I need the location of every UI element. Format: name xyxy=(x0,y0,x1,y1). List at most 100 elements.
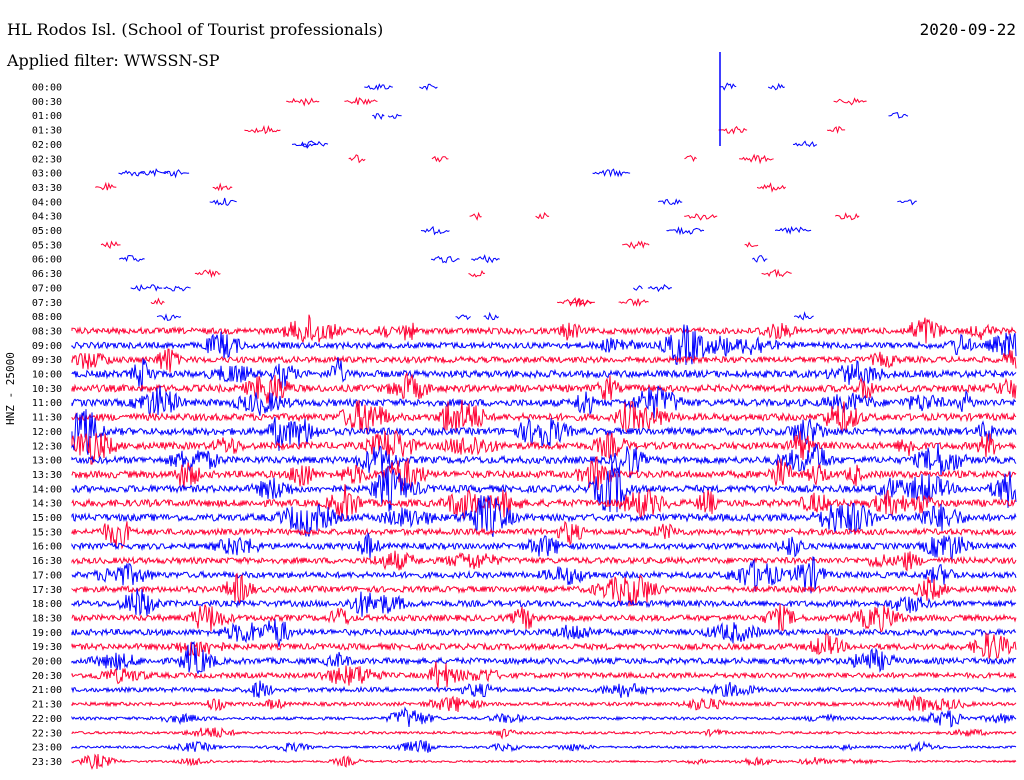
trace-row xyxy=(71,430,1017,465)
seismic-traces xyxy=(71,52,1017,770)
trace-burst xyxy=(244,125,281,135)
trace-burst xyxy=(897,199,917,206)
trace-burst xyxy=(212,182,233,192)
trace-row xyxy=(95,181,786,193)
trace-burst xyxy=(792,140,818,148)
trace-burst xyxy=(430,255,460,264)
trace-burst xyxy=(286,97,320,107)
trace-row xyxy=(71,640,1017,675)
trace-burst xyxy=(420,225,450,236)
time-tick-label: 07:30 xyxy=(32,298,62,309)
trace-burst xyxy=(739,153,774,165)
trace-burst xyxy=(888,112,909,119)
time-tick-label: 05:00 xyxy=(32,226,62,237)
time-tick-label: 02:30 xyxy=(32,154,62,165)
trace-burst xyxy=(455,314,471,321)
trace-row xyxy=(71,550,1017,572)
trace-burst xyxy=(744,241,759,248)
trace-row xyxy=(130,283,672,293)
trace-burst xyxy=(468,270,486,278)
trace-burst xyxy=(622,240,650,250)
time-tick-label: 18:00 xyxy=(32,599,62,610)
trace-row xyxy=(286,96,867,107)
trace-burst xyxy=(684,213,718,221)
time-tick-label: 23:30 xyxy=(32,757,62,768)
trace-burst xyxy=(150,297,165,306)
time-tick-label: 10:00 xyxy=(32,370,62,381)
trace-row xyxy=(71,372,1017,404)
time-tick-label: 03:30 xyxy=(32,183,62,194)
time-tick-label: 08:30 xyxy=(32,326,62,337)
trace-burst xyxy=(767,82,785,91)
trace-burst xyxy=(633,285,643,291)
trace-burst xyxy=(348,154,366,164)
time-tick-label: 20:00 xyxy=(32,657,62,668)
trace-row xyxy=(71,409,1017,455)
time-tick-label: 16:00 xyxy=(32,542,62,553)
trace-burst xyxy=(163,285,191,292)
trace-burst xyxy=(684,154,697,163)
time-tick-label: 20:30 xyxy=(32,671,62,682)
time-tick-label: 17:30 xyxy=(32,585,62,596)
trace-burst xyxy=(557,297,592,308)
trace-burst xyxy=(130,283,163,292)
time-tick-label: 04:30 xyxy=(32,212,62,223)
trace-row xyxy=(71,739,1017,753)
time-tick-label: 19:00 xyxy=(32,628,62,639)
time-tick-label: 09:00 xyxy=(32,341,62,352)
trace-burst xyxy=(291,140,329,148)
trace-burst xyxy=(156,313,182,321)
trace-burst xyxy=(826,125,846,135)
trace-burst xyxy=(118,254,145,263)
time-tick-label: 10:30 xyxy=(32,384,62,395)
trace-burst xyxy=(647,284,672,293)
date-label: 2020-09-22 xyxy=(919,20,1016,39)
time-tick-label: 06:00 xyxy=(32,255,62,266)
time-tick-label: 22:30 xyxy=(32,728,62,739)
time-tick-label: 14:30 xyxy=(32,499,62,510)
trace-burst xyxy=(833,97,867,106)
time-tick-label: 11:00 xyxy=(32,398,62,409)
trace-row xyxy=(71,726,1017,740)
trace-row xyxy=(71,680,1017,698)
time-tick-label: 11:30 xyxy=(32,413,62,424)
time-tick-label: 23:00 xyxy=(32,743,62,754)
trace-row xyxy=(71,661,1017,689)
trace-burst xyxy=(535,211,550,219)
time-tick-label: 12:30 xyxy=(32,441,62,452)
trace-row xyxy=(71,442,1017,479)
trace-row xyxy=(71,588,1017,617)
trace-row xyxy=(156,311,814,321)
trace-row xyxy=(150,297,649,308)
time-tick-label: 00:00 xyxy=(32,83,62,94)
time-tick-label: 01:30 xyxy=(32,126,62,137)
trace-row xyxy=(348,153,774,165)
trace-row xyxy=(469,211,860,221)
time-tick-label: 18:30 xyxy=(32,613,62,624)
trace-burst xyxy=(419,83,438,91)
trace-burst xyxy=(469,211,482,221)
trace-burst xyxy=(793,311,814,321)
time-tick-label: 21:30 xyxy=(32,700,62,711)
trace-row xyxy=(71,348,1017,373)
trace-row xyxy=(372,112,909,120)
time-tick-label: 03:00 xyxy=(32,169,62,180)
time-tick-label: 15:30 xyxy=(32,527,62,538)
time-tick-label: 15:00 xyxy=(32,513,62,524)
time-tick-label: 08:00 xyxy=(32,312,62,323)
time-tick-label: 19:30 xyxy=(32,642,62,653)
time-tick-label: 17:00 xyxy=(32,570,62,581)
trace-burst xyxy=(300,143,317,149)
time-tick-label: 13:00 xyxy=(32,456,62,467)
trace-burst xyxy=(592,168,631,178)
trace-burst xyxy=(569,297,595,308)
time-tick-label: 05:30 xyxy=(32,240,62,251)
trace-row xyxy=(71,619,1017,647)
trace-row xyxy=(194,268,792,279)
trace-burst xyxy=(431,155,449,163)
trace-row xyxy=(209,197,917,206)
trace-burst xyxy=(483,311,499,321)
trace-row xyxy=(71,520,1017,550)
station-title: HL Rodos Isl. (School of Tourist profess… xyxy=(7,20,384,39)
